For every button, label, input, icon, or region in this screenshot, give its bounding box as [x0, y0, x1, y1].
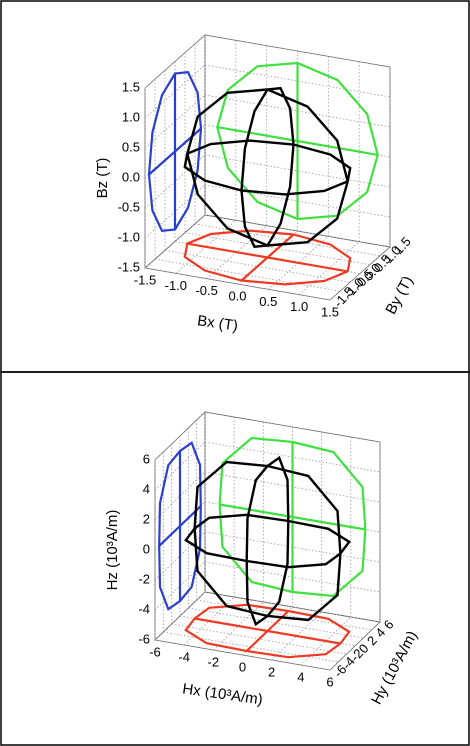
grid-line — [154, 591, 206, 641]
x-tick-label: 1.5 — [321, 304, 339, 319]
x-tick-label: -2 — [208, 654, 220, 669]
grid-line — [271, 611, 322, 661]
grid-line — [144, 184, 206, 239]
projection-floor — [240, 233, 295, 282]
grid-line — [206, 225, 267, 279]
panel-frame — [0, 371, 470, 746]
z-tick-label: -1.5 — [118, 259, 140, 274]
z-tick-label: -6 — [138, 631, 150, 646]
grid-line — [144, 64, 206, 119]
loop-3d — [193, 460, 342, 622]
projection-x-wall — [147, 71, 203, 232]
x-tick-label: -6 — [149, 644, 161, 659]
z-tick-label: -0.5 — [118, 199, 140, 214]
projection-floor — [245, 610, 290, 652]
projection-y-wall — [218, 436, 367, 598]
x-axis-label: Bx (T) — [196, 312, 239, 335]
x-tick-label: 0.5 — [259, 294, 277, 309]
loop-3d — [183, 139, 352, 196]
grid-line — [144, 214, 206, 269]
z-tick-label: 1.5 — [122, 79, 140, 94]
grid-line — [183, 596, 235, 646]
grid-line — [154, 639, 331, 671]
loop-3d — [240, 86, 295, 249]
x-tick-label: -1.5 — [134, 272, 156, 287]
grid-line — [329, 621, 381, 671]
x-tick-label: 4 — [297, 669, 304, 684]
grid-line — [154, 561, 206, 611]
x-tick-label: 0 — [239, 659, 246, 674]
z-axis-label: Bz (T) — [94, 158, 111, 199]
z-tick-label: -2 — [138, 571, 150, 586]
projection-floor — [194, 617, 341, 645]
x-tick-label: -1.0 — [165, 278, 187, 293]
loop-3d — [245, 455, 290, 627]
z-tick-label: 1.0 — [122, 109, 140, 124]
grid-line — [154, 411, 206, 461]
z-tick-label: -4 — [138, 601, 150, 616]
grid-line — [144, 34, 206, 89]
grid-line — [154, 471, 206, 521]
z-tick-label: 4 — [143, 481, 150, 496]
z-tick-label: 0.0 — [122, 169, 140, 184]
grid-line — [204, 591, 381, 623]
x-tick-label: -0.5 — [195, 283, 217, 298]
x-tick-label: 0.0 — [228, 288, 246, 303]
y-axis-label: By (T) — [382, 273, 416, 317]
x-tick-label: 6 — [326, 674, 333, 689]
z-tick-label: 0.5 — [122, 139, 140, 154]
z-tick-label: 0 — [143, 541, 150, 556]
z-axis-label: Hz (10³A/m) — [104, 510, 121, 591]
grid-line — [329, 246, 391, 301]
projection-floor — [187, 242, 348, 273]
grid-line — [144, 154, 206, 209]
x-tick-label: 2 — [268, 664, 275, 679]
projection-x-wall — [158, 441, 202, 611]
grid-line — [144, 94, 206, 149]
grid-line — [268, 236, 329, 290]
grid-line — [298, 241, 360, 295]
grid-line — [154, 531, 206, 581]
y-tick-label: 6 — [381, 617, 397, 632]
x-tick-label: 1.0 — [290, 299, 308, 314]
x-tick-label: -4 — [178, 649, 190, 664]
z-tick-label: 6 — [143, 451, 150, 466]
z-tick-label: 2 — [143, 511, 150, 526]
grid-line — [213, 601, 264, 651]
grid-line — [154, 441, 206, 491]
grid-line — [175, 220, 237, 274]
loop-3d — [186, 88, 349, 247]
x-axis-label: Hx (10³A/m) — [181, 680, 263, 708]
grid-line — [204, 411, 381, 443]
z-tick-label: -1.0 — [118, 229, 140, 244]
